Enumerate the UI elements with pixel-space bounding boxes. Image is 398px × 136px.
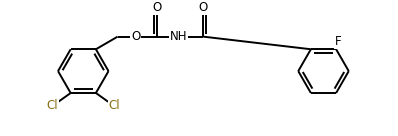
Text: Cl: Cl	[46, 99, 58, 112]
Text: O: O	[152, 1, 162, 14]
Text: NH: NH	[170, 30, 187, 43]
Text: Cl: Cl	[109, 99, 120, 112]
Text: O: O	[131, 30, 140, 43]
Text: F: F	[335, 35, 341, 48]
Text: O: O	[199, 1, 208, 14]
